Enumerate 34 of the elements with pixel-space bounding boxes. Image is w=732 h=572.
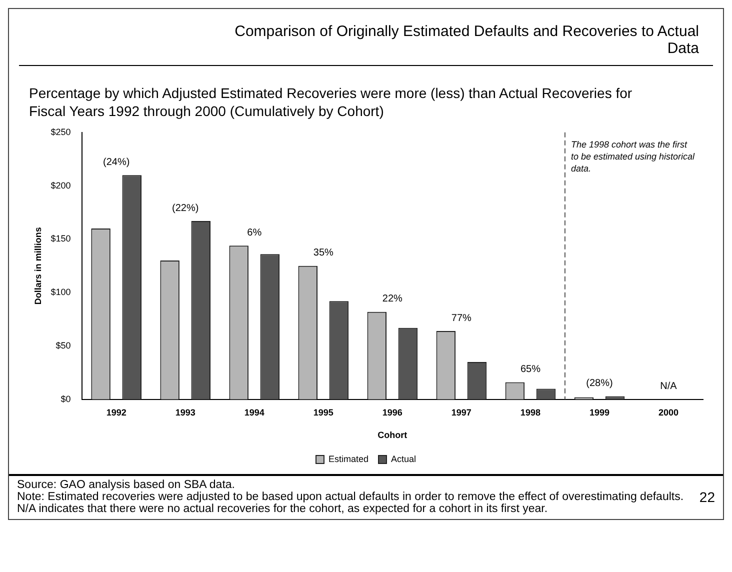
annotation: (22%) [172,202,199,214]
y-tick-label: $50 [56,340,71,350]
x-tick-label: 2000 [658,407,679,418]
annotation: (24%) [102,156,130,168]
x-axis-title: Cohort [378,430,408,440]
x-tick-label: 1999 [589,407,610,418]
y-tick-label: $150 [50,234,71,244]
x-tick-label: 1995 [313,407,334,418]
x-tick-label: 1994 [244,407,264,418]
text: 22 [698,489,715,505]
x-tick-label: 1992 [106,407,126,418]
x-tick-label: 1998 [520,407,540,418]
chart-subtitle: Percentage by which Adjusted Estimated Recoveries were more (less) than Actual Recoveries for Fiscal Years 1992 through 2000 (Cumulatively by Cohort) [28,84,634,121]
annotation: 22% [382,294,403,305]
annotation: 77% [451,312,472,324]
x-tick-label: 1996 [382,407,402,418]
y-tick-label: $250 [50,126,71,137]
y-tick-label: $200 [50,180,71,190]
legend-label: Actual [391,454,416,464]
y-axis-title: Dollars in millions [32,227,43,305]
annotation: 65% [520,364,541,376]
annotation: The 1998 cohort was the first to be estimated using historical data. [570,139,696,174]
text: Note: Estimated recoveries were adjusted to be based upon actual defaults in order to remove the effect of overestimating defaults. N/A indicates that there were no actual recoveries for the cohort, as expected for a cohort in its first year. [17,491,685,515]
annotation: N/A [660,381,678,392]
chart-title: Comparison of Originally Estimated Defaults and Recoveries to Actual Data [19,9,713,66]
x-tick-label: 1997 [451,407,472,418]
annotation: 35% [313,248,334,259]
x-tick-label: 1993 [175,407,196,418]
y-tick-label: $100 [50,287,71,298]
annotation: 6% [247,227,262,238]
y-tick-label: $0 [60,394,71,404]
annotation: (28%) [586,378,613,389]
source-note: Source: GAO analysis based on SBA data. [17,479,236,491]
legend-label: Estimated [328,454,369,464]
